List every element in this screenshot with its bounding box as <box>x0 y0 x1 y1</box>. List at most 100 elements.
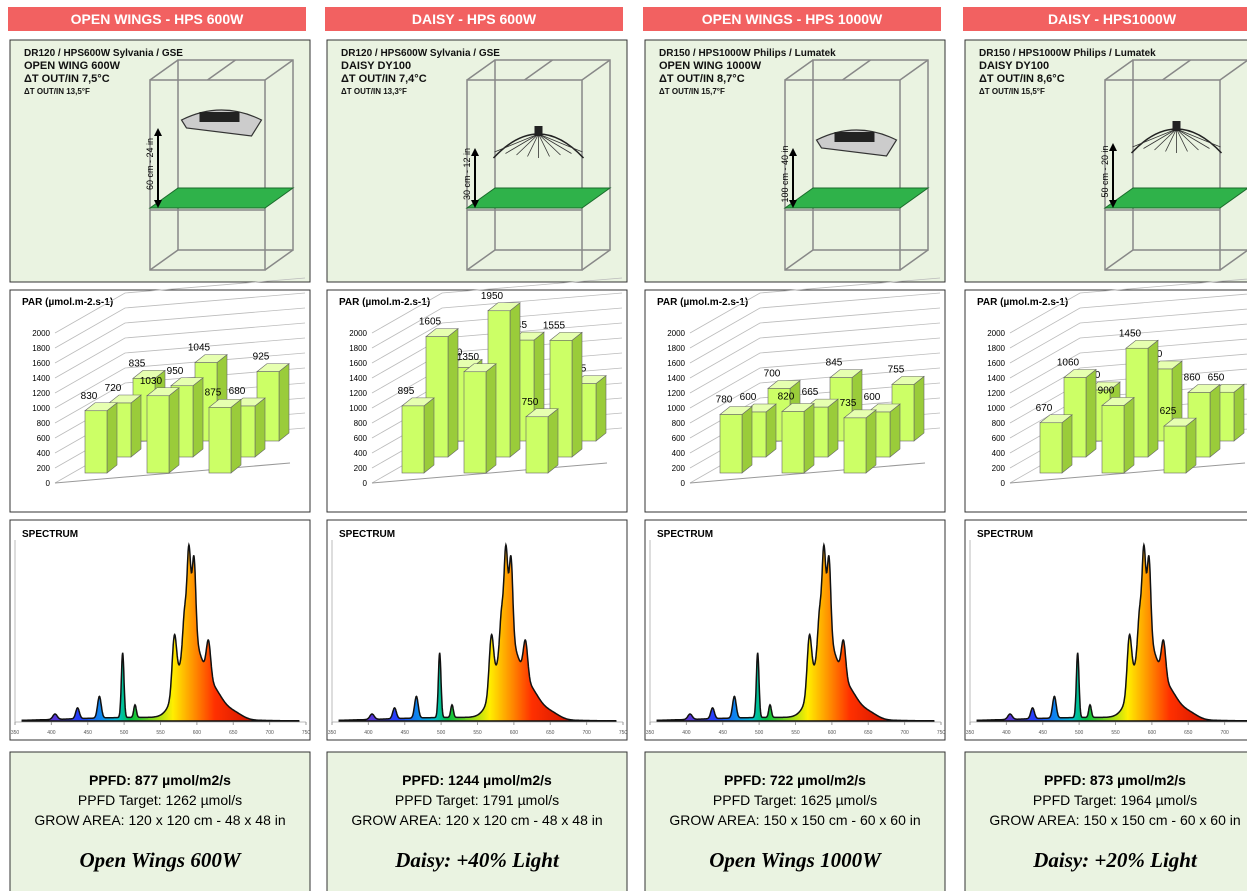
lamp-rib <box>538 133 572 154</box>
lamp-rib <box>1154 128 1177 151</box>
bar <box>549 331 583 458</box>
y-tick-label: 600 <box>672 434 686 443</box>
bar <box>1039 414 1073 474</box>
tent-mid <box>1162 59 1191 81</box>
spectrum-title: SPECTRUM <box>339 529 395 540</box>
grid-line <box>54 292 306 349</box>
tent-edge <box>581 59 611 81</box>
spec-line: ΔT OUT/IN 7,5°C <box>24 73 110 85</box>
grid-line <box>1009 293 1247 349</box>
grid-line <box>689 322 941 379</box>
y-tick-label: 600 <box>37 434 51 443</box>
spectrum-panel <box>964 519 1247 741</box>
y-tick-label: 1800 <box>987 344 1005 353</box>
x-tick-label: 600 <box>1148 730 1157 736</box>
x-tick-label: 400 <box>682 730 691 736</box>
x-tick-label: 450 <box>1039 730 1048 736</box>
ppfd: PPFD: 873 µmol/m2/s <box>1044 772 1186 788</box>
summary-panel <box>9 751 311 891</box>
lamp-rib <box>538 133 550 157</box>
tent-mid <box>524 59 553 81</box>
y-tick-label: 1400 <box>32 374 50 383</box>
chart-title: PAR (µmol.m-2.s-1) <box>22 297 113 308</box>
bar <box>84 402 118 474</box>
spectrum-panel <box>644 519 946 741</box>
spectrum-curve <box>21 542 300 722</box>
chart-title: PAR (µmol.m-2.s-1) <box>977 297 1068 308</box>
spectrum-title: SPECTRUM <box>22 529 78 540</box>
header: DAISY - HPS 600W <box>412 11 537 27</box>
ppfd-target: PPFD Target: 1791 µmol/s <box>395 792 559 808</box>
value-label: 750 <box>522 397 539 408</box>
y-tick-label: 800 <box>37 419 51 428</box>
ppfd-target: PPFD Target: 1964 µmol/s <box>1033 792 1197 808</box>
header-bar <box>325 7 623 31</box>
spec-line: ΔT OUT/IN 15,5°F <box>979 87 1045 96</box>
tent-edge <box>264 59 294 81</box>
y-tick-label: 400 <box>354 449 368 458</box>
x-tick-label: 350 <box>966 730 975 736</box>
spec-line: DAISY DY100 <box>341 60 411 72</box>
value-label: 650 <box>1208 372 1225 383</box>
value-label: 1950 <box>481 291 504 302</box>
spectrum-curve <box>338 542 617 722</box>
spectrum-panel <box>326 519 628 741</box>
tent-illustration <box>466 59 611 271</box>
x-tick-label: 750 <box>302 730 311 736</box>
spec-line: ΔT OUT/IN 13,5°F <box>24 87 90 96</box>
x-tick-label: 350 <box>328 730 337 736</box>
y-tick-label: 800 <box>992 419 1006 428</box>
x-tick-label: 600 <box>193 730 202 736</box>
y-tick-label: 1000 <box>987 404 1005 413</box>
column: DAISY - HPS1000W DR150 / HPS1000W Philips… <box>963 7 1247 891</box>
x-tick-label: 700 <box>582 730 591 736</box>
x-tick-label: 650 <box>864 730 873 736</box>
value-label: 665 <box>802 387 819 398</box>
x-tick-label: 400 <box>364 730 373 736</box>
chart-title: PAR (µmol.m-2.s-1) <box>339 297 430 308</box>
value-label: 625 <box>1160 406 1177 417</box>
header-bar <box>643 7 941 31</box>
y-tick-label: 200 <box>992 464 1006 473</box>
spec-line: ΔT OUT/IN 13,3°F <box>341 87 407 96</box>
grid-line <box>1009 338 1247 394</box>
tent-edge <box>1219 59 1247 81</box>
spec-line: DAISY DY100 <box>979 60 1049 72</box>
value-label: 820 <box>778 392 795 403</box>
summary-panel <box>964 751 1247 891</box>
arrow-head <box>1109 143 1117 151</box>
grid-line <box>689 307 941 364</box>
ppfd-target: PPFD Target: 1262 µmol/s <box>78 792 242 808</box>
summary-panel <box>644 751 946 891</box>
tent-edge <box>899 249 929 271</box>
value-label: 900 <box>1098 386 1115 397</box>
y-tick-label: 1200 <box>667 389 685 398</box>
lamp-rib <box>1143 128 1177 149</box>
spec-line: DR120 / HPS600W Sylvania / GSE <box>341 48 500 59</box>
grid-line <box>689 352 941 409</box>
height-label: 100 cm - 40 in <box>780 145 790 202</box>
y-tick-label: 1200 <box>349 389 367 398</box>
y-tick-label: 1000 <box>667 404 685 413</box>
x-tick-label: 450 <box>84 730 93 736</box>
grid-line <box>54 352 306 409</box>
y-tick-label: 200 <box>672 464 686 473</box>
x-tick-label: 400 <box>47 730 56 736</box>
x-tick-label: 500 <box>120 730 129 736</box>
slogan: Daisy: +40% Light <box>394 848 560 872</box>
bar <box>401 397 435 474</box>
y-tick-label: 1000 <box>349 404 367 413</box>
grid-line <box>689 292 941 349</box>
y-tick-label: 200 <box>37 464 51 473</box>
tent-edge <box>264 249 294 271</box>
grow-area: GROW AREA: 150 x 150 cm - 60 x 60 in <box>669 812 920 828</box>
slogan: Daisy: +20% Light <box>1032 848 1198 872</box>
lamp-rib <box>1176 128 1210 149</box>
arrow-head <box>154 128 162 136</box>
grid-line <box>371 292 623 349</box>
x-tick-label: 550 <box>473 730 482 736</box>
lamp-rib <box>1176 128 1188 152</box>
bar <box>1163 417 1197 474</box>
x-tick-label: 350 <box>646 730 655 736</box>
